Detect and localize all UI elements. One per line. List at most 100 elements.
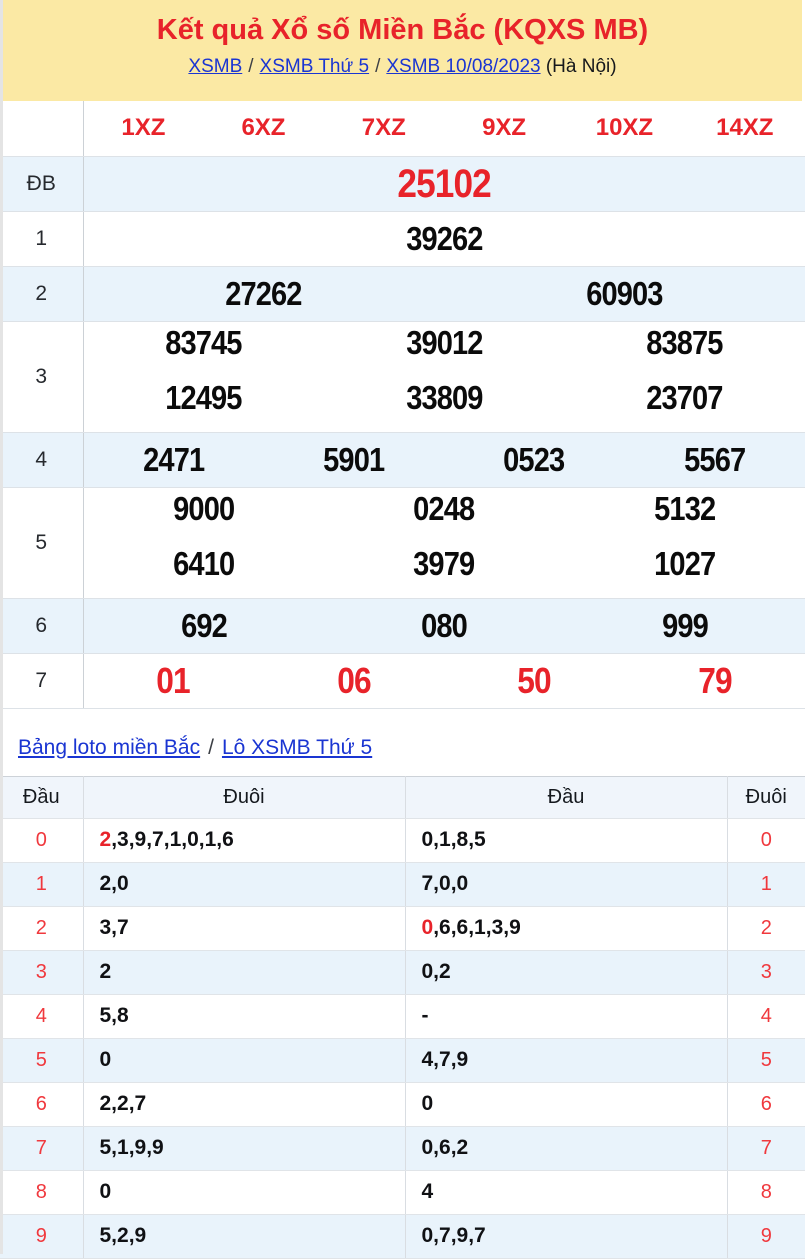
loto-table: Đầu Đuôi Đầu Đuôi 0 2,3,9,7,1,0,1,6 0,1,… xyxy=(0,775,805,1259)
loto-dau-list: 7,0,0 xyxy=(404,862,727,907)
loto-dau-digit: 4 xyxy=(0,994,83,1039)
prize-number: 60903 xyxy=(586,275,663,312)
loto-dau-list: 0,2 xyxy=(404,950,727,995)
prize-number: 0248 xyxy=(413,489,475,527)
column-header-9xz: 9XZ xyxy=(443,101,565,157)
prize-number: 3979 xyxy=(413,544,475,582)
loto-list-text: 0,1,8,5 xyxy=(421,828,486,851)
loto-dau-digit: 7 xyxy=(0,1126,83,1171)
loto-dau-digit: 8 xyxy=(0,1170,83,1215)
loto-link-bang-loto[interactable]: Bảng loto miền Bắc xyxy=(18,735,201,759)
prize-cell: 06 xyxy=(263,653,444,709)
prize-number: 39262 xyxy=(406,220,483,257)
breadcrumb-separator: / xyxy=(248,56,254,77)
prize-cell: 60903 xyxy=(443,266,805,322)
row-label-6: 6 xyxy=(0,598,84,654)
loto-dau-list: 4,7,9 xyxy=(404,1038,727,1083)
column-header-6xz: 6XZ xyxy=(203,101,324,157)
prize-cell: 0523 xyxy=(443,432,625,488)
prize-row-1: 1 39262 xyxy=(0,211,805,267)
loto-list-text: 5,2,9 xyxy=(99,1224,147,1247)
prize-cell: 79 xyxy=(624,653,805,709)
prize-cell: 83875 23707 xyxy=(564,321,805,433)
loto-links: Bảng loto miền Bắc / Lô XSMB Thứ 5 xyxy=(3,709,802,776)
results-corner-cell xyxy=(0,101,84,157)
prize-number: 23707 xyxy=(646,378,723,416)
loto-list-text: 5,8 xyxy=(99,1004,129,1027)
loto-dau-list: - xyxy=(404,994,727,1039)
loto-list-text: 7,0,0 xyxy=(421,872,469,895)
prize-cell: 692 xyxy=(83,598,324,654)
loto-row-5: 5 0 4,7,9 5 xyxy=(0,1038,805,1083)
prize-cell: 9000 6410 xyxy=(83,487,324,599)
breadcrumb-link-xsmb[interactable]: XSMB xyxy=(188,56,243,77)
row-label-1: 1 xyxy=(0,211,84,267)
prize-number: 12495 xyxy=(165,378,242,416)
prize-cell: 39262 xyxy=(83,211,805,267)
loto-row-1: 1 2,0 7,0,0 1 xyxy=(0,862,805,907)
prize-row-5: 5 9000 6410 0248 3979 5132 1027 xyxy=(0,487,805,599)
prize-cell: 50 xyxy=(443,653,625,709)
prize-row-4: 4 2471 5901 0523 5567 xyxy=(0,432,805,488)
loto-duoi-list: 2,0 xyxy=(82,862,405,907)
prize-number: 83745 xyxy=(165,323,242,361)
column-header-10xz: 10XZ xyxy=(564,101,685,157)
prize-number: 33809 xyxy=(405,378,483,416)
loto-list-text: 0 xyxy=(99,1180,112,1203)
loto-link-lo-xsmb[interactable]: Lô XSMB Thứ 5 xyxy=(221,735,373,759)
breadcrumb-link-xsmb-date[interactable]: XSMB 10/08/2023 xyxy=(386,56,541,77)
row-label-7: 7 xyxy=(0,653,84,709)
prize-number: 5132 xyxy=(654,489,716,527)
prize-cell: 25102 xyxy=(83,156,805,212)
loto-row-9: 9 5,2,9 0,7,9,7 9 xyxy=(0,1214,805,1259)
loto-duoi-digit: 6 xyxy=(726,1082,805,1127)
page-title: Kết quả Xổ số Miền Bắc (KQXS MB) xyxy=(156,14,649,46)
results-table: 1XZ 6XZ 7XZ 9XZ 10XZ 14XZ ĐB 25102 1 392… xyxy=(0,101,805,709)
column-header-14xz: 14XZ xyxy=(684,101,805,157)
row-label-3: 3 xyxy=(0,321,84,433)
loto-header-dau-right: Đầu xyxy=(404,776,727,819)
loto-header-row: Đầu Đuôi Đầu Đuôi xyxy=(0,776,805,819)
loto-duoi-digit: 3 xyxy=(726,950,805,995)
loto-list-text: 0,6,2 xyxy=(421,1136,469,1159)
loto-duoi-list: 0 xyxy=(82,1170,405,1215)
prize-number: 9000 xyxy=(173,489,235,527)
loto-duoi-list: 2,3,9,7,1,0,1,6 xyxy=(82,818,405,863)
loto-list-text: 2 xyxy=(99,960,112,983)
loto-dau-list: 0,7,9,7 xyxy=(404,1214,727,1259)
loto-dau-list: 0 xyxy=(404,1082,727,1127)
prize-cell: 080 xyxy=(323,598,565,654)
prize-cell: 5567 xyxy=(624,432,805,488)
column-header-1xz: 1XZ xyxy=(83,101,204,157)
loto-links-separator: / xyxy=(208,735,214,759)
loto-duoi-list: 5,2,9 xyxy=(82,1214,405,1259)
loto-highlight-digit: 0 xyxy=(421,916,434,939)
loto-row-3: 3 2 0,2 3 xyxy=(0,950,805,995)
prize-number: 6410 xyxy=(173,544,235,582)
breadcrumb-link-xsmb-thu5[interactable]: XSMB Thứ 5 xyxy=(259,56,370,77)
loto-duoi-list: 3,7 xyxy=(82,906,405,951)
loto-duoi-digit: 5 xyxy=(726,1038,805,1083)
loto-list-text: ,6,6,1,3,9 xyxy=(433,916,521,939)
loto-row-8: 8 0 4 8 xyxy=(0,1170,805,1215)
loto-list-text: 0,2 xyxy=(421,960,451,983)
prize-row-7: 7 01 06 50 79 xyxy=(0,653,805,709)
loto-dau-digit: 2 xyxy=(0,906,83,951)
loto-duoi-list: 5,1,9,9 xyxy=(82,1126,405,1171)
loto-duoi-digit: 0 xyxy=(726,818,805,863)
loto-duoi-digit: 4 xyxy=(726,994,805,1039)
loto-header-duoi-left: Đuôi xyxy=(82,776,405,819)
prize-number-special: 25102 xyxy=(397,161,491,206)
prize-number: 39012 xyxy=(405,323,483,361)
prize-number: 2471 xyxy=(142,441,205,478)
loto-dau-list: 0,6,6,1,3,9 xyxy=(404,906,727,951)
prize-number-seventh: 06 xyxy=(336,659,371,701)
prize-number: 080 xyxy=(421,607,468,644)
prize-cell: 999 xyxy=(564,598,805,654)
prize-cell: 0248 3979 xyxy=(323,487,565,599)
loto-row-7: 7 5,1,9,9 0,6,2 7 xyxy=(0,1126,805,1171)
prize-row-6: 6 692 080 999 xyxy=(0,598,805,654)
breadcrumb-location: (Hà Nội) xyxy=(545,56,617,77)
prize-row-2: 2 27262 60903 xyxy=(0,266,805,322)
loto-dau-digit: 5 xyxy=(0,1038,83,1083)
